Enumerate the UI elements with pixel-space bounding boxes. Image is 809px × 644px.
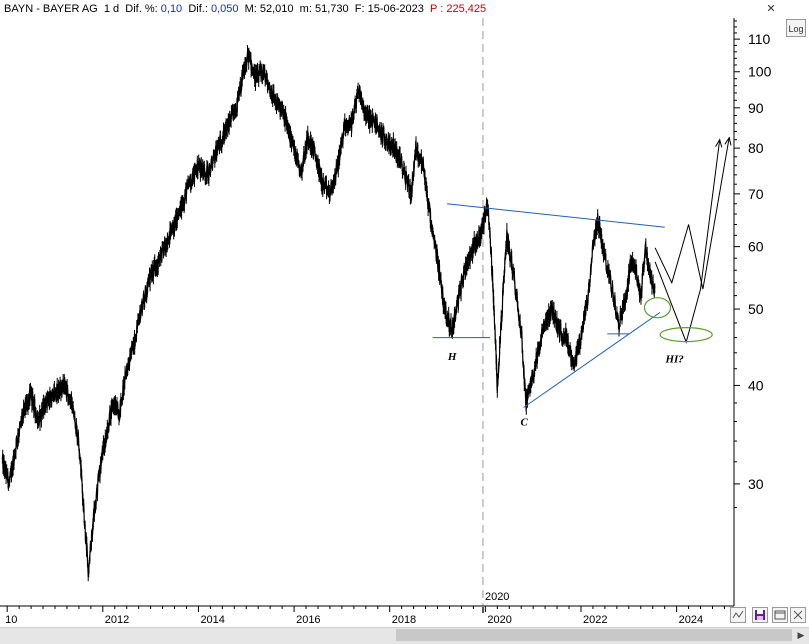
price-value: 225,425 [446, 3, 487, 15]
max-value: 52,010 [259, 3, 294, 15]
pattern-label: C [521, 416, 529, 428]
save-icon [755, 610, 765, 620]
min-label: m: [299, 3, 312, 15]
support-trendline [523, 312, 661, 408]
y-tick-label: 70 [748, 186, 764, 202]
close-window-button[interactable] [790, 607, 806, 623]
projection-arrow-b [715, 138, 723, 148]
company-name: BAYER AG [42, 3, 98, 15]
zigzag-icon [732, 610, 744, 619]
x-tick-label: 2022 [583, 614, 607, 626]
x-tick-label: 2012 [105, 614, 129, 626]
price-range-bars [1, 45, 656, 582]
dif-value: 0,050 [210, 3, 239, 15]
x-tick-label: 2016 [296, 614, 320, 626]
target-ellipse [659, 327, 713, 343]
header-sep: - [33, 3, 43, 15]
x-tick-label: 2014 [200, 614, 224, 626]
dif-pct-value: 0,10 [160, 3, 183, 15]
projection-path-a [654, 137, 730, 290]
min-value: 51,730 [314, 3, 349, 15]
x-tick-label: 2024 [679, 614, 703, 626]
projection-path-b [654, 139, 721, 344]
zigzag-tool-button[interactable] [730, 607, 746, 623]
log-scale-button[interactable]: Log [786, 19, 806, 37]
scroll-right-icon[interactable]: ▶ [797, 630, 805, 640]
close-window-icon [793, 610, 803, 620]
y-tick-label: 110 [748, 31, 771, 47]
dif-pct-label: Dif. %: [125, 3, 158, 15]
y-tick-label: 60 [748, 239, 764, 255]
resistance-trendline [447, 203, 665, 228]
scrollbar-thumb[interactable] [396, 629, 792, 641]
y-tick-label: 30 [748, 476, 764, 492]
max-label: M: [244, 3, 257, 15]
x-tick-label: 2020 [487, 614, 511, 626]
x-tick-label: 2018 [392, 614, 416, 626]
y-tick-label: 90 [748, 100, 764, 116]
period-label: 1 d [103, 3, 120, 15]
y-tick-label: 50 [748, 301, 764, 317]
window-button[interactable] [772, 607, 788, 623]
projection-arrow-a [724, 136, 732, 146]
target-ellipse [643, 297, 672, 319]
cursor-year-label: 2020 [485, 591, 509, 603]
date-value: 15-06-2023 [367, 3, 424, 15]
y-tick-label: 40 [748, 377, 764, 393]
y-tick-label: 100 [748, 64, 772, 80]
date-label: F: [354, 3, 365, 15]
pattern-label: HI? [664, 353, 684, 365]
x-tick-label: 10 [5, 614, 17, 626]
window-icon [774, 610, 786, 620]
y-tick-label: 80 [748, 140, 764, 156]
pattern-label: H [447, 351, 457, 363]
price-label: P : [430, 3, 444, 15]
dif-label: Dif.: [188, 3, 208, 15]
close-icon[interactable]: ✕ [766, 3, 776, 15]
chart-header: BAYN - BAYER AG 1 d Dif. %: 0,10 Dif.: 0… [4, 3, 486, 15]
cursor-marker [481, 607, 484, 613]
symbol-label: BAYN [4, 3, 34, 15]
save-button[interactable] [752, 607, 768, 623]
